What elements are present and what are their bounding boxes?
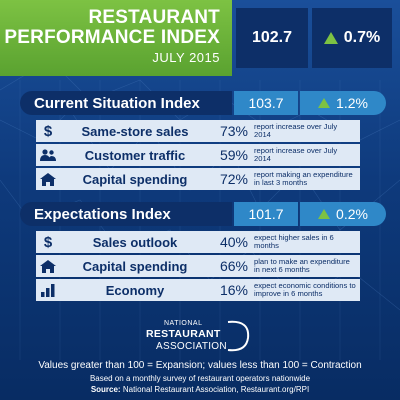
- row-label: Capital spending: [82, 258, 188, 274]
- current-index-title: Current Situation Index: [20, 91, 232, 115]
- source-text: National Restaurant Association, Restaur…: [122, 385, 310, 394]
- row-description: plan to make an expenditure in next 6 mo…: [254, 256, 350, 274]
- footer-source: Source: National Restaurant Association,…: [0, 385, 400, 394]
- bar-chart-icon: [36, 279, 60, 301]
- current-index-value-box: 103.7: [234, 91, 298, 115]
- logo-swoosh-icon: [227, 320, 250, 352]
- up-arrow-icon: [318, 98, 331, 108]
- title-date: JULY 2015: [152, 50, 220, 65]
- table-row: $ Same-store sales 73% report increase o…: [36, 120, 360, 142]
- table-row: Customer traffic 59% report increase ove…: [36, 144, 360, 166]
- logo-line-1: NATIONAL: [164, 320, 203, 327]
- expectations-index-title: Expectations Index: [20, 202, 232, 226]
- row-percent: 73%: [219, 123, 248, 139]
- expectations-index-label: Expectations Index: [34, 205, 171, 223]
- expectations-index-change-box: 0.2%: [300, 202, 386, 226]
- row-description: report making an expenditure in last 3 m…: [254, 169, 353, 187]
- current-index-change-box: 1.2%: [300, 91, 386, 115]
- rpi-change-box: 0.7%: [312, 8, 392, 68]
- row-description: expect economic conditions to improve in…: [254, 280, 356, 298]
- house-icon: [36, 255, 60, 277]
- people-icon: [36, 144, 60, 166]
- row-label: Same-store sales: [81, 123, 189, 139]
- row-description: expect higher sales in 6 months: [254, 232, 334, 250]
- rpi-change: 0.7%: [343, 29, 381, 46]
- row-percent: 40%: [219, 234, 248, 250]
- footer-note: Values greater than 100 = Expansion; val…: [38, 360, 362, 371]
- expectations-index-change: 0.2%: [336, 206, 368, 222]
- row-label: Sales outlook: [92, 234, 178, 250]
- dollar-icon: $: [43, 233, 53, 251]
- table-row: $ Sales outlook 40% expect higher sales …: [36, 231, 360, 253]
- row-percent: 66%: [219, 258, 248, 274]
- title-line-1: RESTAURANT: [88, 7, 220, 28]
- up-arrow-icon: [323, 32, 338, 44]
- header-title-box: RESTAURANT PERFORMANCE INDEX JULY 2015: [0, 0, 232, 76]
- table-row: Capital spending 66% plan to make an exp…: [36, 255, 360, 277]
- current-index-change: 1.2%: [336, 95, 368, 111]
- title-line-2: PERFORMANCE INDEX: [4, 27, 220, 48]
- current-index-value: 103.7: [248, 95, 284, 111]
- row-label: Economy: [105, 282, 165, 298]
- row-percent: 16%: [219, 282, 248, 298]
- source-label: Source:: [90, 385, 121, 394]
- rpi-value: 102.7: [251, 29, 293, 46]
- table-row: Economy 16% expect economic conditions t…: [36, 279, 360, 301]
- expectations-index-value-box: 101.7: [234, 202, 298, 226]
- expectations-index-value: 101.7: [248, 206, 284, 222]
- row-percent: 59%: [219, 147, 248, 163]
- row-label: Customer traffic: [84, 147, 186, 163]
- logo-line-3: ASSOCIATION: [156, 341, 227, 352]
- row-description: report increase over July 2014: [254, 145, 338, 163]
- logo-line-2: RESTAURANT: [146, 328, 221, 340]
- table-row: Capital spending 72% report making an ex…: [36, 168, 360, 190]
- house-icon: [36, 168, 60, 190]
- dollar-icon: $: [43, 122, 53, 140]
- row-description: report increase over July 2014: [254, 121, 338, 139]
- footer-survey-note: Based on a monthly survey of restaurant …: [89, 374, 311, 383]
- row-label: Capital spending: [82, 171, 188, 187]
- row-percent: 72%: [219, 171, 248, 187]
- up-arrow-icon: [318, 209, 331, 219]
- rpi-value-box: 102.7: [236, 8, 308, 68]
- nra-logo: NATIONAL RESTAURANT ASSOCIATION: [146, 318, 256, 356]
- current-index-label: Current Situation Index: [34, 94, 200, 112]
